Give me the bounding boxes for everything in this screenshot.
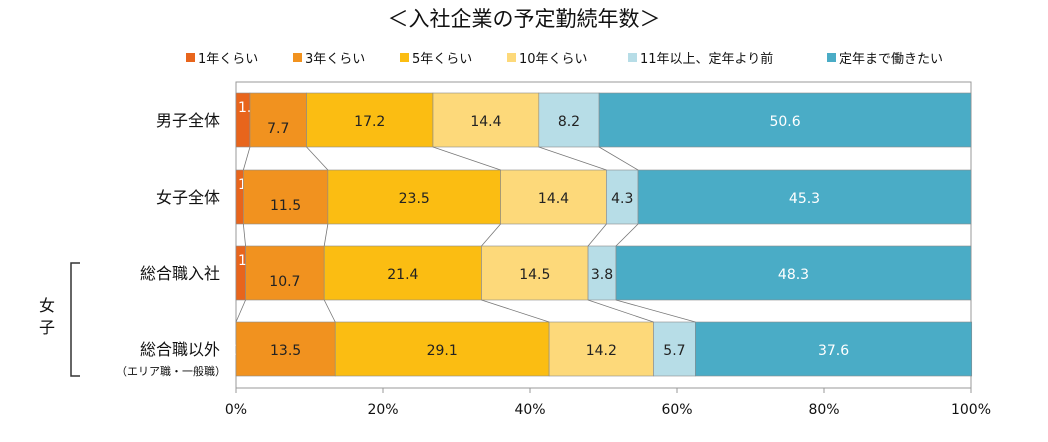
bar-segment [245,245,325,301]
group-label-2: 子 [39,318,55,337]
data-label: 21.4 [387,267,418,283]
series-line [481,223,501,247]
series-line [235,299,246,323]
legend-label: 5年くらい [412,52,472,67]
legend-label: 11年以上、定年より前 [640,51,773,67]
series-line [615,223,639,247]
bar-segment [653,321,696,377]
series-line [242,146,251,171]
legend-swatch [186,53,195,62]
chart-title: ＜入社企業の予定勤続年数＞ [388,7,661,31]
legend-swatch [400,53,409,62]
legend-swatch [827,53,836,62]
data-label: 37.6 [818,343,849,359]
series-line [323,299,336,323]
series-line [598,146,639,171]
series-line [587,299,654,323]
category-label: 男子全体 [156,111,220,130]
data-label: 23.5 [399,191,430,207]
bar-segment [306,92,434,148]
legend-label: 10年くらい [519,52,588,67]
data-label: 14.5 [519,267,550,283]
group-label: 女 [39,296,55,315]
data-label: 14.2 [586,343,617,359]
series-line [481,299,550,323]
data-label: 17.2 [354,114,385,130]
bar-segment [249,92,307,148]
bar-segment [327,169,501,225]
x-tick-label: 100% [951,402,991,418]
series-line [432,146,501,171]
category-label: 総合職入社 [140,264,220,283]
x-tick-label: 80% [808,402,839,418]
x-tick-label: 40% [514,402,545,418]
bar-segment [323,245,482,301]
group-bracket [70,262,80,377]
legend-swatch [293,53,302,62]
x-tick-label: 60% [661,402,692,418]
data-label: 3.8 [591,267,613,283]
data-label: 45.3 [789,191,820,207]
legend-swatch [507,53,516,62]
data-label: 29.1 [427,343,458,359]
series-line [323,223,329,247]
category-sublabel: （エリア職・一般職） [116,365,226,378]
x-tick-label: 0% [225,402,247,418]
legend-swatch [628,53,637,62]
data-label: 8.2 [558,114,580,130]
data-label: 13.5 [270,343,301,359]
data-label: 48.3 [778,267,809,283]
category-label: 総合職以外 [140,340,220,359]
bar-segment [548,321,654,377]
legend: 1年くらい 3年くらい 5年くらい 10年くらい 11年以上、定年より前 定年まで働きたい [186,51,943,67]
data-label: 7.7 [267,121,289,137]
data-label: 5.7 [663,343,685,359]
bar-segment [695,321,973,377]
series-line [538,146,607,171]
bar-segment [334,321,550,377]
category-label: 女子全体 [156,188,220,207]
data-label: 50.6 [769,114,800,130]
legend-label: 定年まで働きたい [839,52,943,67]
bar-segment [481,245,589,301]
series-line [615,299,696,323]
plot-frame [235,81,972,389]
bar-segment [243,169,329,225]
series-line [242,223,246,247]
bar-segment [235,321,336,377]
data-label: 11.5 [270,198,301,214]
series-line [587,223,607,247]
x-tick-label: 20% [367,402,398,418]
series-line [306,146,329,171]
bar-segment [615,245,972,301]
legend-label: 3年くらい [305,52,365,67]
bar-segment [598,92,972,148]
data-label: 14.4 [538,191,569,207]
data-label: 14.4 [470,114,501,130]
legend-label: 1年くらい [198,52,258,67]
data-label: 10.7 [269,274,300,290]
data-label: 4.3 [611,191,633,207]
bar-segment [587,245,617,301]
bar-segment [500,169,607,225]
bar-segment [637,169,972,225]
